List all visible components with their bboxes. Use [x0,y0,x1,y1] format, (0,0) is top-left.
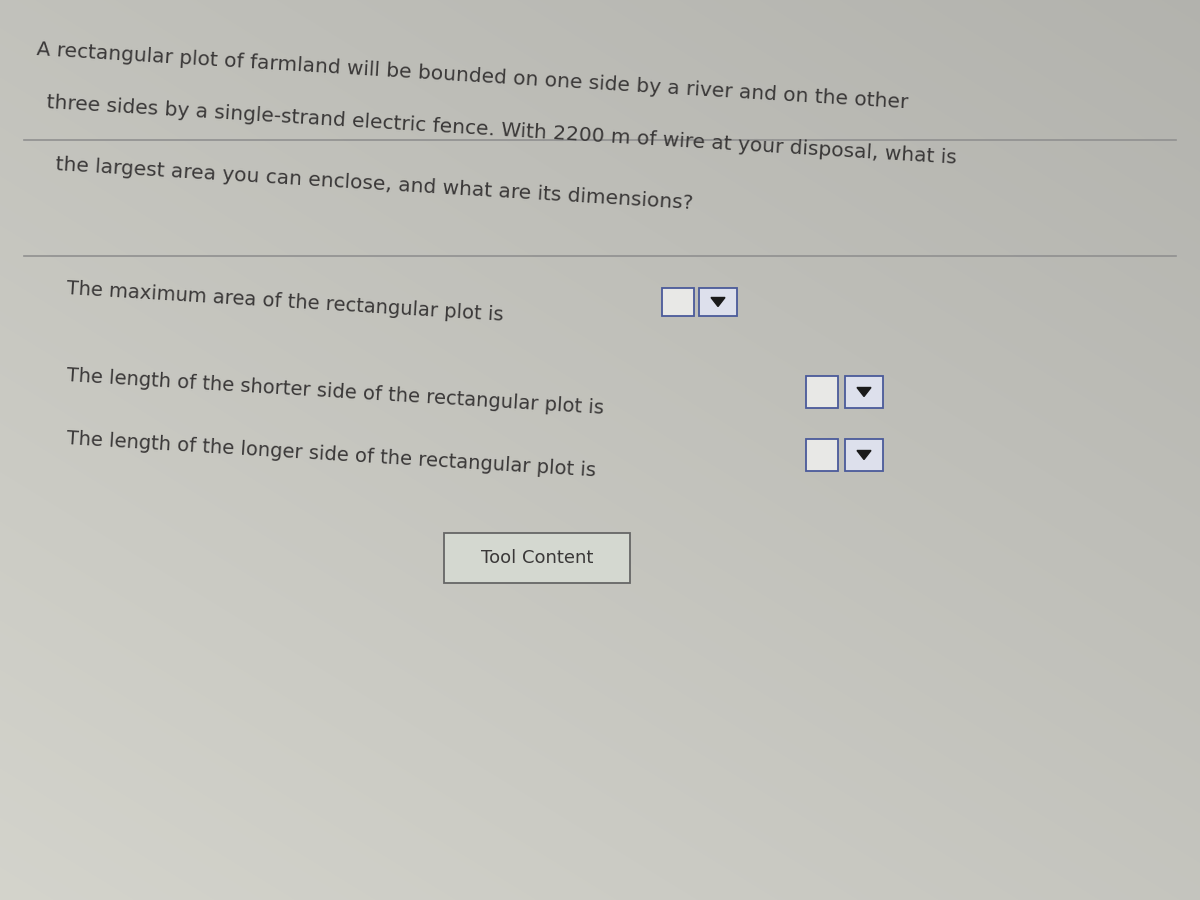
Text: Tool Content: Tool Content [481,549,593,567]
Polygon shape [857,451,871,460]
Bar [444,533,630,583]
Text: The length of the shorter side of the rectangular plot is: The length of the shorter side of the re… [66,365,605,418]
Text: The maximum area of the rectangular plot is: The maximum area of the rectangular plot… [66,279,504,324]
Text: A rectangular plot of farmland will be bounded on one side by a river and on the: A rectangular plot of farmland will be b… [36,40,908,112]
Bar [662,287,694,316]
Bar [698,287,737,316]
Text: the largest area you can enclose, and what are its dimensions?: the largest area you can enclose, and wh… [55,156,694,213]
Bar [806,438,838,471]
Polygon shape [857,388,871,397]
Text: The length of the longer side of the rectangular plot is: The length of the longer side of the rec… [66,428,596,481]
Bar [806,375,838,408]
Bar [845,438,883,471]
Text: three sides by a single-strand electric fence. With 2200 m of wire at your dispo: three sides by a single-strand electric … [46,94,956,167]
Polygon shape [710,298,725,307]
Bar [845,375,883,408]
